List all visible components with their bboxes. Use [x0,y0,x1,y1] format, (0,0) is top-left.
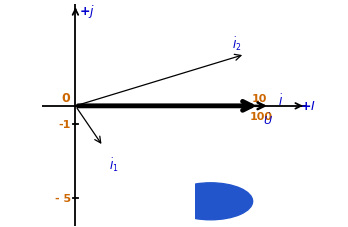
Text: - 5: - 5 [55,193,71,203]
Text: +$I$: +$I$ [300,100,316,113]
Text: +$j$: +$j$ [79,2,95,20]
Text: $\dot{I}_1$: $\dot{I}_1$ [109,157,118,174]
Text: 10: 10 [252,93,267,103]
Text: -1: -1 [58,120,71,130]
Text: 0: 0 [61,92,70,105]
Text: $\dot{U}$: $\dot{U}$ [263,112,273,127]
Text: 100: 100 [250,111,273,121]
Text: $\dot{I}$: $\dot{I}$ [278,92,283,108]
Text: $\dot{I}_2$: $\dot{I}_2$ [232,35,242,52]
